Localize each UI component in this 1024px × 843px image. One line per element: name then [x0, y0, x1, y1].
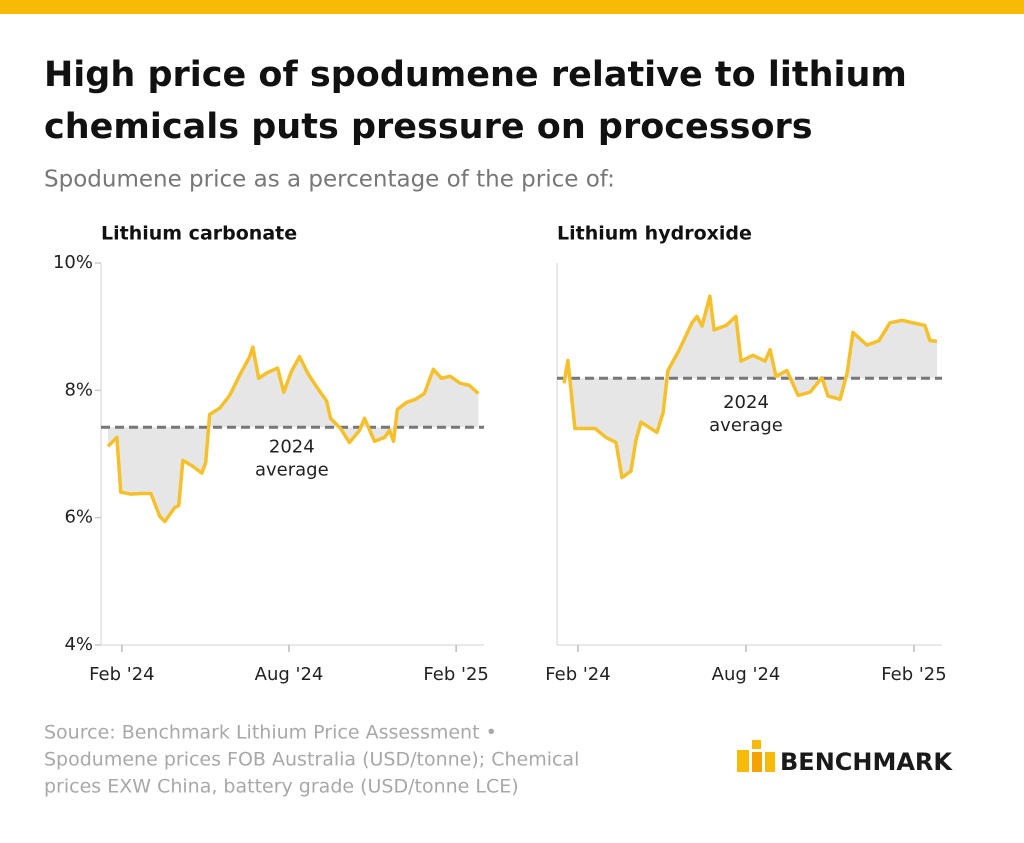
panel-title: Lithium carbonate — [101, 223, 297, 245]
source-line: Spodumene prices FOB Australia (USD/tonn… — [44, 749, 579, 771]
data-line — [106, 345, 480, 524]
x-tick-label: Feb '24 — [89, 664, 154, 685]
subtitle: Spodumene price as a percentage of the p… — [44, 167, 615, 193]
x-tick-label: Feb '25 — [881, 664, 946, 685]
average-label: average — [255, 459, 329, 480]
top-bar — [0, 0, 1024, 14]
source-line: Source: Benchmark Lithium Price Assessme… — [44, 722, 497, 744]
average-label: 2024 — [723, 392, 769, 413]
y-tick-label: 4% — [64, 634, 93, 655]
title-line: chemicals puts pressure on processors — [44, 107, 813, 147]
logo-text: BENCHMARK — [780, 748, 953, 776]
area-fill — [107, 347, 479, 522]
x-tick-label: Feb '25 — [423, 664, 488, 685]
title-line: High price of spodumene relative to lith… — [44, 55, 907, 95]
source-line: prices EXW China, battery grade (USD/ton… — [44, 776, 519, 798]
average-label: average — [709, 415, 783, 436]
average-label: 2024 — [269, 436, 315, 457]
x-tick-label: Feb '24 — [545, 664, 610, 685]
y-tick-label: 10% — [53, 252, 93, 273]
x-tick-label: Aug '24 — [255, 664, 324, 685]
y-tick-label: 8% — [64, 379, 93, 400]
x-tick-label: Aug '24 — [712, 664, 781, 685]
logo-icon — [737, 740, 775, 772]
y-tick-label: 6% — [64, 507, 93, 528]
area-fill — [564, 296, 937, 478]
data-line — [562, 294, 938, 480]
panel-title: Lithium hydroxide — [557, 223, 752, 245]
